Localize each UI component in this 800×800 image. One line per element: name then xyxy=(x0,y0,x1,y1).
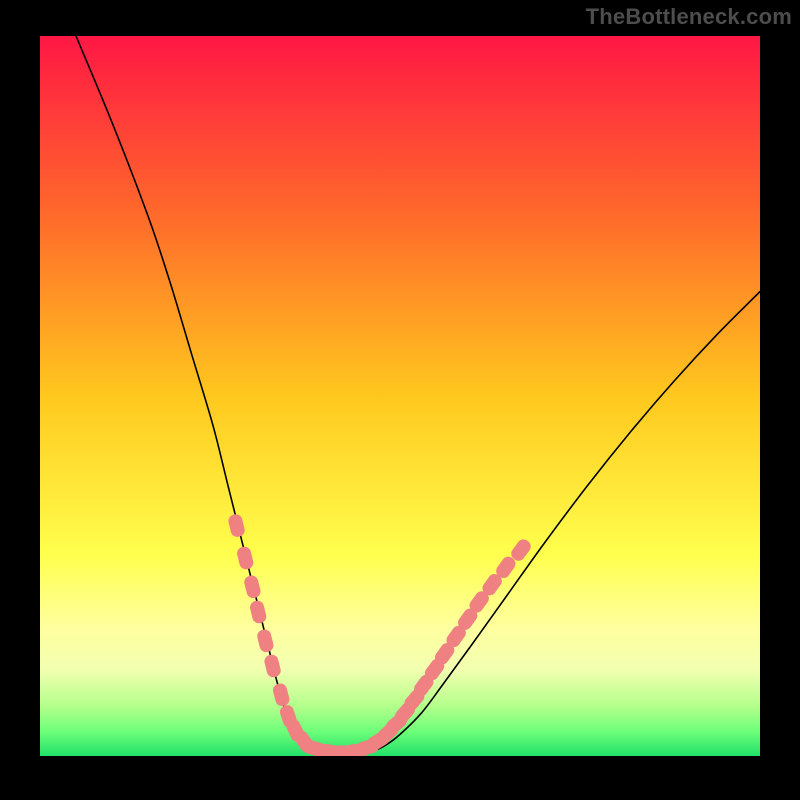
gradient-background xyxy=(40,36,760,756)
plot-svg xyxy=(40,36,760,756)
watermark-text: TheBottleneck.com xyxy=(586,4,792,30)
plot-area xyxy=(40,36,760,756)
stage: TheBottleneck.com xyxy=(0,0,800,800)
